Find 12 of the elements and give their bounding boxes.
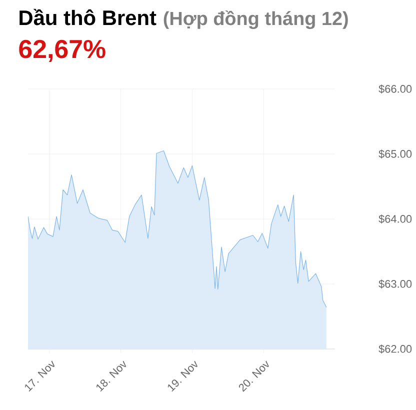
chart-title: Dầu thô Brent <box>20 8 156 26</box>
y-tick-label: $65.00 <box>378 150 412 158</box>
x-tick-label: 20. Nov <box>238 360 269 392</box>
x-tick-label: 17. Nov <box>25 360 55 392</box>
y-tick-label: $62.00 <box>378 344 412 354</box>
chart-subtitle: (Hợp đồng tháng 12) <box>164 10 348 30</box>
x-tick-label: 18. Nov <box>96 360 126 392</box>
y-tick-label: $64.00 <box>378 214 412 224</box>
y-tick-label: $63.00 <box>378 280 412 288</box>
y-tick-label: $66.00 <box>378 84 412 94</box>
x-tick-label: 19. Nov <box>168 360 198 392</box>
text: 62,67% <box>19 40 106 62</box>
